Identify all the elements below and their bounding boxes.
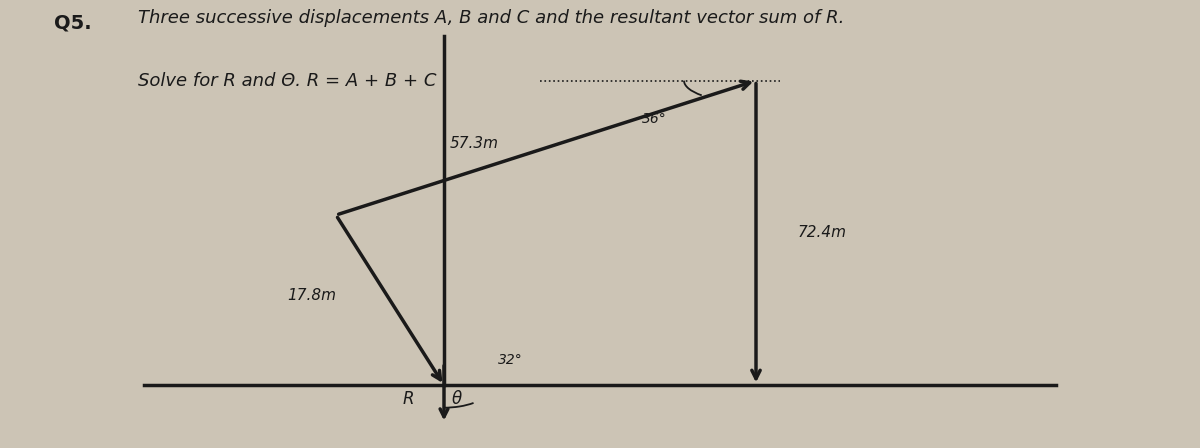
Text: 32°: 32° [498, 353, 523, 367]
Text: R: R [402, 390, 414, 408]
Text: 36°: 36° [642, 112, 666, 126]
Text: θ: θ [451, 390, 461, 408]
Text: 17.8m: 17.8m [288, 288, 336, 303]
Text: 57.3m: 57.3m [450, 136, 498, 151]
Text: Q5.: Q5. [54, 13, 91, 32]
Text: Three successive displacements A, B and C and the resultant vector sum of R.: Three successive displacements A, B and … [138, 9, 845, 27]
Text: 72.4m: 72.4m [798, 225, 846, 241]
Text: Solve for R and Θ. R = A + B + C: Solve for R and Θ. R = A + B + C [138, 72, 437, 90]
